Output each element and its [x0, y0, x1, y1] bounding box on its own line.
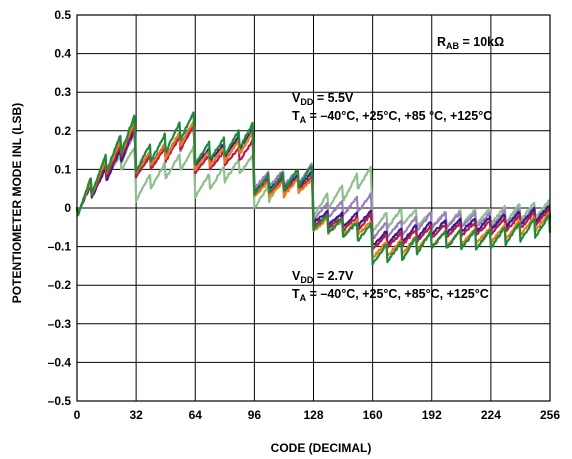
y-tick-label: 0	[64, 201, 71, 215]
x-tick-label: 128	[303, 408, 323, 422]
y-tick-label: 0.3	[54, 85, 71, 99]
vdd-high-label: VDD = 5.5V	[292, 91, 354, 107]
x-tick-label: 0	[74, 408, 81, 422]
ta-high-label: TA = –40°C, +25°C, +85 °C, +125°C	[292, 109, 492, 125]
series-line-6	[75, 111, 552, 266]
x-tick-label: 256	[540, 408, 560, 422]
plot-area-frame	[76, 14, 551, 402]
tick-labels: 0 32 64 96 128 160 192 224 2560.50.40.30.20.10–0…	[48, 8, 561, 422]
ta-low-label: TA = –40°C, +25°C, +85°C, +125°C	[292, 287, 489, 303]
vdd-low-label: VDD = 2.7V	[292, 269, 354, 285]
y-axis-title: POTENTIOMETER MODE INL (LSB)	[10, 103, 24, 303]
y-tick-label: 0.1	[54, 162, 71, 176]
y-tick-label: –0.4	[48, 355, 72, 369]
gridlines	[76, 14, 551, 402]
x-tick-label: 64	[189, 408, 203, 422]
y-tick-label: –0.1	[48, 240, 72, 254]
y-tick-label: 0.4	[54, 47, 71, 61]
x-tick-label: 160	[363, 408, 383, 422]
y-tick-label: –0.3	[48, 317, 72, 331]
series-group	[75, 111, 552, 266]
y-tick-label: –0.2	[48, 278, 72, 292]
y-tick-label: –0.5	[48, 394, 72, 408]
x-tick-label: 96	[248, 408, 262, 422]
y-tick-label: 0.2	[54, 124, 71, 138]
x-tick-label: 192	[422, 408, 442, 422]
x-axis-title: CODE (DECIMAL)	[271, 441, 372, 455]
x-tick-label: 32	[129, 408, 143, 422]
x-tick-label: 224	[481, 408, 501, 422]
y-tick-label: 0.5	[54, 8, 71, 22]
rab-annotation: RAB = 10kΩ	[437, 35, 504, 51]
